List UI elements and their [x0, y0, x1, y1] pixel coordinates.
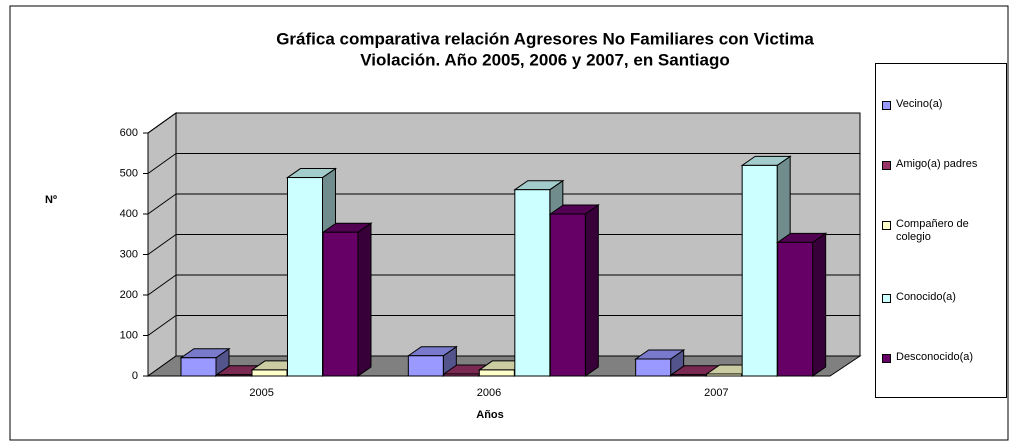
legend-swatch	[882, 293, 891, 303]
bar	[216, 374, 252, 377]
bar	[635, 358, 672, 377]
y-axis-label: Nº	[45, 194, 57, 206]
y-tick-label: 100	[120, 329, 138, 341]
legend-swatch	[882, 220, 891, 230]
bar	[777, 241, 814, 377]
legend-swatch	[882, 160, 891, 170]
bar	[407, 355, 444, 377]
legend-label: Vecino(a)	[896, 97, 943, 110]
bar	[670, 374, 707, 377]
grid-line	[147, 234, 177, 255]
legend-swatch	[882, 100, 891, 110]
bar	[741, 164, 778, 377]
bar	[322, 231, 359, 377]
legend-label: Compañero de colegio	[896, 217, 969, 243]
grid-line	[147, 315, 177, 336]
chart-border	[9, 5, 1009, 441]
legend: Vecino(a) Amigo(a) padres Compañero de col…	[875, 63, 1007, 398]
x-axis-label: Años	[476, 409, 504, 421]
bar	[443, 373, 480, 377]
bar-side	[584, 204, 599, 377]
bar	[514, 189, 551, 377]
grid-line	[147, 112, 177, 134]
chart-title: Gráfica comparativa relación Agresores N…	[276, 29, 814, 48]
legend-item: Desconocido(a)	[882, 351, 1000, 364]
y-tick-label: 300	[120, 248, 138, 260]
legend-item: Conocido(a)	[882, 291, 1000, 304]
grid-line	[147, 274, 177, 296]
y-tick-label: 200	[120, 289, 138, 301]
y-tick-label: 500	[120, 167, 138, 179]
bar	[478, 369, 515, 377]
legend-item: Amigo(a) padres	[882, 158, 1000, 171]
y-tick-label: 0	[132, 370, 138, 382]
bar	[180, 357, 217, 377]
bar	[251, 369, 288, 377]
x-tick-label: 2006	[477, 387, 501, 399]
legend-label: Amigo(a) padres	[896, 157, 978, 170]
x-tick-label: 2005	[249, 387, 273, 399]
grid-line	[147, 193, 177, 215]
legend-label: Conocido(a)	[896, 290, 956, 303]
legend-item: Vecino(a)	[882, 98, 1000, 111]
bar-side	[357, 222, 372, 377]
legend-swatch	[882, 353, 891, 363]
x-tick-label: 2007	[704, 387, 728, 399]
bar	[287, 177, 323, 377]
legend-item: Compañero de colegio	[882, 218, 1000, 244]
legend-label: Desconocido(a)	[896, 350, 974, 363]
bar	[549, 213, 586, 377]
chart-subtitle: Violación. Año 2005, 2006 y 2007, en San…	[360, 50, 729, 69]
y-tick-label: 600	[120, 127, 138, 139]
bar-side	[812, 232, 827, 377]
grid-line	[147, 153, 177, 174]
y-tick-label: 400	[120, 208, 138, 220]
bar	[706, 373, 743, 377]
